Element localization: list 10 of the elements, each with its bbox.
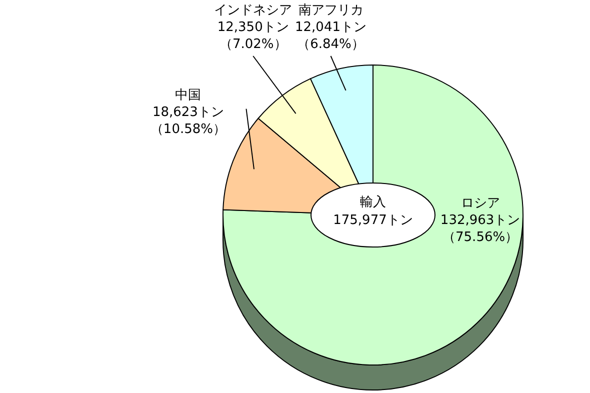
- text: 175,977トン: [333, 213, 413, 228]
- data-label: 12,350トン（7.02%）: [217, 20, 289, 52]
- slice-label: 中国: [175, 88, 202, 103]
- data-label: 18,623トン（10.58%）: [150, 104, 226, 137]
- slice-label: ロシア: [460, 196, 500, 211]
- slice-label: インドネシア: [214, 3, 292, 18]
- data-label: 132,963トン（75.56%）: [440, 213, 520, 245]
- slice-label: 南アフリカ: [298, 3, 364, 18]
- text: 輸入: [360, 195, 386, 210]
- data-label: 12,041トン（6.84%）: [295, 20, 367, 52]
